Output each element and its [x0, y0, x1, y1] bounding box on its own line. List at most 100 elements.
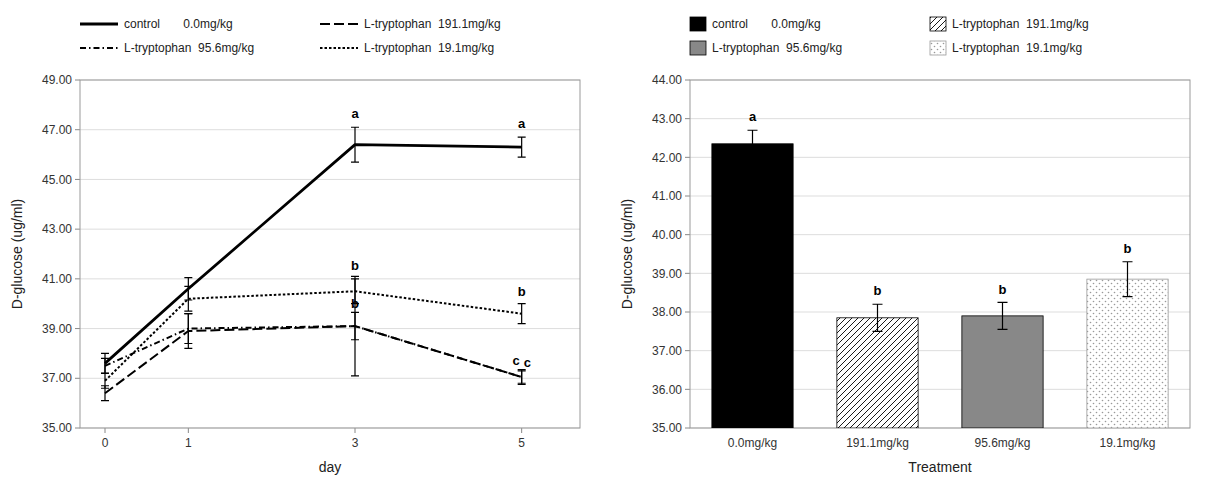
- y-tick: [685, 350, 690, 351]
- legend-item: control 0.0mg/kg: [80, 17, 233, 31]
- plot-frame: [80, 80, 580, 428]
- x-tick: [188, 428, 189, 433]
- y-tick-label: 38.00: [652, 305, 682, 319]
- annotation: a: [351, 106, 359, 121]
- error-bar: [351, 276, 359, 375]
- legend-swatch: [80, 47, 118, 49]
- y-tick-label: 43.00: [42, 222, 72, 236]
- y-tick: [75, 229, 80, 230]
- x-tick-label: 19.1mg/kg: [1099, 436, 1155, 450]
- annotation: a: [518, 116, 526, 131]
- line-panel: 35.0037.0039.0041.0043.0045.0047.0049.00…: [9, 17, 580, 475]
- x-tick: [355, 428, 356, 433]
- legend-item: L-tryptophan 19.1mg/kg: [930, 41, 1082, 55]
- y-axis-label: D-glucose (ug/ml): [9, 199, 25, 309]
- legend-item: L-tryptophan 191.1mg/kg: [320, 17, 501, 31]
- legend-item: L-tryptophan 95.6mg/kg: [690, 41, 842, 55]
- x-tick: [105, 428, 106, 433]
- error-bar: [748, 130, 758, 157]
- legend-label: L-tryptophan 191.1mg/kg: [952, 17, 1089, 31]
- y-tick-label: 43.00: [652, 112, 682, 126]
- y-tick-label: 41.00: [652, 189, 682, 203]
- x-tick-label: 5: [518, 436, 525, 450]
- grid-line: [80, 278, 580, 279]
- grid-line: [690, 118, 1190, 119]
- legend-label: L-tryptophan 19.1mg/kg: [364, 41, 494, 55]
- y-tick: [75, 378, 80, 379]
- y-tick: [685, 118, 690, 119]
- grid-line: [80, 179, 580, 180]
- grid-line: [80, 328, 580, 329]
- error-bar: [873, 304, 883, 331]
- error-bar: [518, 371, 526, 383]
- error-bar: [998, 302, 1008, 329]
- y-tick: [75, 129, 80, 130]
- plot-frame: [690, 80, 1190, 428]
- y-tick-label: 45.00: [42, 173, 72, 187]
- error-bar: [184, 314, 192, 349]
- series-line: [105, 326, 522, 377]
- bar: [712, 144, 793, 428]
- annotation: c: [524, 355, 531, 370]
- y-tick-label: 35.00: [42, 421, 72, 435]
- x-tick-label: 0.0mg/kg: [728, 436, 777, 450]
- y-tick-label: 44.00: [652, 73, 682, 87]
- bar: [1087, 279, 1168, 428]
- bar-panel: 35.0036.0037.0038.0039.0040.0041.0042.00…: [619, 17, 1190, 475]
- y-tick-label: 41.00: [42, 272, 72, 286]
- y-tick: [685, 389, 690, 390]
- legend-item: control 0.0mg/kg: [690, 17, 821, 31]
- bar: [837, 318, 918, 428]
- annotation: b: [351, 258, 359, 273]
- legend-swatch: [930, 41, 946, 55]
- y-tick-label: 36.00: [652, 383, 682, 397]
- legend-swatch: [930, 17, 946, 31]
- y-tick: [685, 234, 690, 235]
- legend-label: L-tryptophan 95.6mg/kg: [712, 41, 842, 55]
- legend-swatch: [690, 41, 706, 55]
- annotation: c: [512, 353, 519, 368]
- legend-swatch: [80, 23, 118, 26]
- legend-swatch: [690, 17, 706, 31]
- marks: [101, 127, 526, 400]
- error-bar: [1123, 262, 1133, 297]
- annotation: b: [874, 283, 882, 298]
- x-tick: [521, 428, 522, 433]
- legend-item: L-tryptophan 19.1mg/kg: [320, 41, 494, 55]
- y-tick: [685, 80, 690, 81]
- y-tick-label: 39.00: [652, 267, 682, 281]
- y-tick-label: 49.00: [42, 73, 72, 87]
- y-axis-label: D-glucose (ug/ml): [619, 199, 635, 309]
- x-tick-label: 3: [352, 436, 359, 450]
- y-tick-label: 39.00: [42, 322, 72, 336]
- y-tick: [75, 80, 80, 81]
- y-tick: [685, 157, 690, 158]
- legend-item: L-tryptophan 95.6mg/kg: [80, 41, 254, 55]
- y-tick-label: 35.00: [652, 421, 682, 435]
- y-tick: [685, 196, 690, 197]
- y-tick-label: 42.00: [652, 151, 682, 165]
- legend-label: L-tryptophan 191.1mg/kg: [364, 17, 501, 31]
- x-tick-label: 1: [185, 436, 192, 450]
- legend-item: L-tryptophan 191.1mg/kg: [930, 17, 1089, 31]
- series-line: [105, 291, 522, 380]
- bar: [962, 316, 1043, 428]
- legend-label: L-tryptophan 95.6mg/kg: [124, 41, 254, 55]
- x-tick-label: 95.6mg/kg: [974, 436, 1030, 450]
- x-axis-label: Treatment: [908, 459, 971, 475]
- chart: 35.0037.0039.0041.0043.0045.0047.0049.00…: [0, 0, 1214, 498]
- y-tick: [75, 278, 80, 279]
- annotation: b: [518, 284, 526, 299]
- error-bar: [518, 304, 526, 324]
- legend-swatch: [320, 23, 358, 25]
- y-tick: [685, 312, 690, 313]
- grid-line: [80, 378, 580, 379]
- error-bar: [101, 386, 109, 401]
- marks: [712, 130, 1168, 428]
- y-tick: [75, 428, 80, 429]
- y-tick: [685, 273, 690, 274]
- series-line: [105, 145, 522, 364]
- annotation: b: [351, 296, 359, 311]
- grid-line: [80, 129, 580, 130]
- y-tick-label: 37.00: [652, 344, 682, 358]
